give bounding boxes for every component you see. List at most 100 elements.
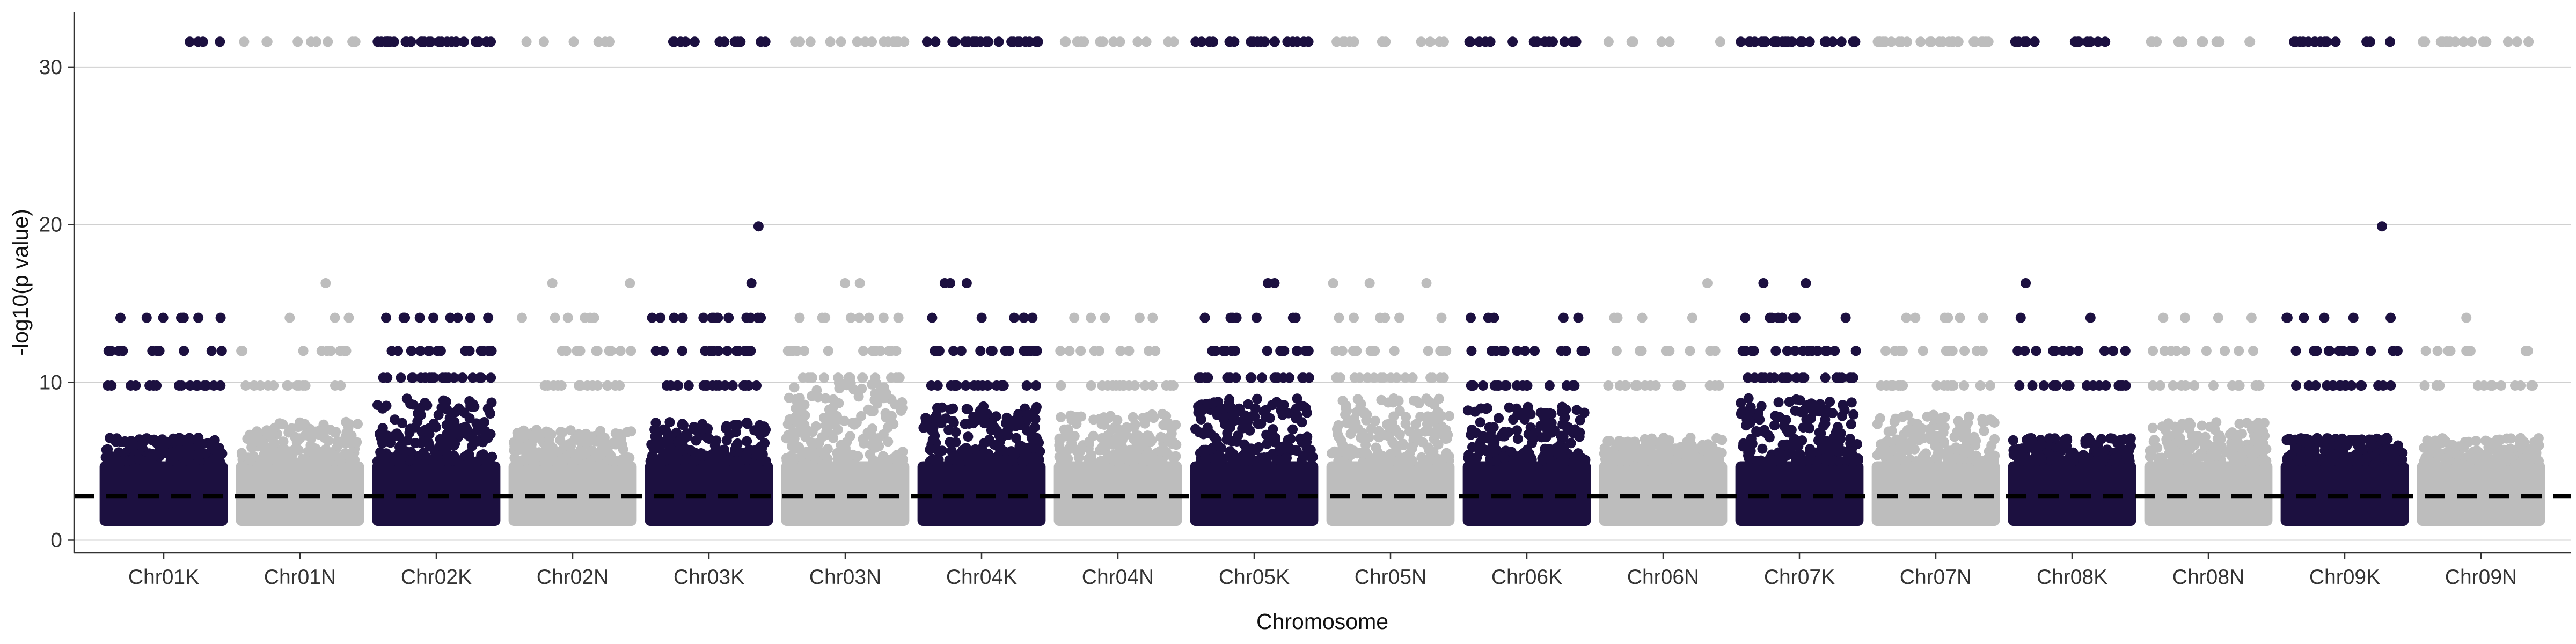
data-point: [1886, 445, 1897, 456]
data-point: [425, 441, 435, 451]
data-point: [103, 444, 113, 455]
data-point: [1947, 346, 1958, 356]
dense-band-Chr06N: [1599, 461, 1728, 526]
data-point: [615, 346, 626, 356]
dense-band-Chr07K: [1735, 461, 1864, 526]
data-point: [963, 431, 974, 442]
data-point: [1525, 422, 1536, 433]
data-point: [2534, 456, 2544, 466]
data-point: [1427, 372, 1438, 383]
data-point: [445, 312, 456, 323]
data-point: [1218, 346, 1228, 356]
data-point: [1512, 425, 1523, 436]
data-point: [1111, 433, 1122, 443]
data-point: [414, 312, 425, 323]
data-point: [561, 452, 571, 463]
data-point: [1472, 452, 1482, 463]
x-tick-label: Chr01N: [264, 566, 336, 589]
data-point: [2176, 455, 2187, 465]
data-point: [487, 451, 497, 462]
data-point: [1213, 440, 1224, 451]
x-tick-label: Chr05N: [1355, 566, 1426, 589]
x-tick-label: Chr01K: [128, 566, 199, 589]
data-point: [2478, 36, 2489, 47]
data-point: [1539, 413, 1550, 424]
data-point: [1686, 443, 1697, 454]
data-point: [805, 36, 816, 47]
data-point: [1221, 434, 1232, 445]
data-point: [1797, 36, 1808, 47]
data-point: [883, 436, 894, 447]
data-point: [405, 399, 416, 409]
data-point: [664, 417, 675, 428]
data-point: [2092, 36, 2103, 47]
data-point: [1901, 36, 1912, 47]
data-point: [2361, 452, 2372, 463]
data-point: [2460, 437, 2470, 448]
data-point: [193, 312, 204, 323]
data-point: [1084, 436, 1094, 447]
data-point: [1361, 415, 1372, 426]
data-point: [1240, 410, 1250, 421]
data-point: [2065, 346, 2075, 356]
data-point: [1980, 36, 1991, 47]
data-point: [1297, 400, 1308, 411]
data-point: [1511, 403, 1522, 414]
data-point: [1199, 312, 1210, 323]
data-point: [511, 440, 522, 451]
data-point: [927, 312, 938, 323]
data-point: [575, 436, 586, 447]
data-point: [343, 312, 354, 323]
data-point: [1899, 456, 1909, 466]
data-point: [1736, 398, 1746, 408]
data-point: [863, 404, 874, 415]
data-point: [561, 346, 572, 356]
data-point: [1433, 439, 1444, 450]
data-point: [956, 346, 967, 356]
data-point: [2237, 428, 2247, 439]
data-point: [1839, 405, 1850, 415]
data-point: [1544, 454, 1555, 465]
data-point: [1955, 312, 1965, 323]
data-point: [2082, 36, 2092, 47]
data-point: [147, 435, 157, 445]
data-point: [2290, 346, 2301, 356]
data-point: [1004, 346, 1014, 356]
data-point: [1978, 312, 1988, 323]
data-point: [1820, 419, 1831, 429]
data-point: [1571, 405, 1582, 415]
data-point: [313, 451, 324, 462]
data-point: [993, 36, 1004, 47]
data-point: [286, 423, 297, 434]
data-point: [961, 380, 971, 391]
data-point: [1710, 380, 1721, 391]
data-point: [751, 380, 762, 391]
data-point: [1076, 36, 1087, 47]
data-point: [396, 372, 406, 383]
data-point: [1071, 419, 1082, 429]
data-point: [2148, 380, 2158, 391]
data-point: [2024, 433, 2035, 444]
data-point: [1116, 346, 1126, 356]
data-point: [1893, 36, 1904, 47]
data-point: [1801, 414, 1812, 425]
data-point: [1568, 428, 1579, 439]
data-point: [1833, 446, 1843, 457]
data-point: [1518, 455, 1529, 466]
data-point: [2523, 36, 2534, 47]
data-point: [2357, 380, 2367, 391]
data-point: [2348, 312, 2359, 323]
data-point: [1054, 440, 1065, 451]
dense-band-Chr03N: [781, 461, 910, 526]
data-point: [2169, 455, 2179, 466]
data-point: [1636, 346, 1647, 356]
data-point: [2161, 434, 2172, 445]
data-point: [1301, 442, 1312, 452]
data-point: [1134, 312, 1145, 323]
data-point: [382, 372, 393, 383]
data-point: [1902, 425, 1913, 435]
data-point: [781, 433, 792, 444]
data-point: [311, 36, 321, 47]
data-point: [647, 450, 657, 461]
